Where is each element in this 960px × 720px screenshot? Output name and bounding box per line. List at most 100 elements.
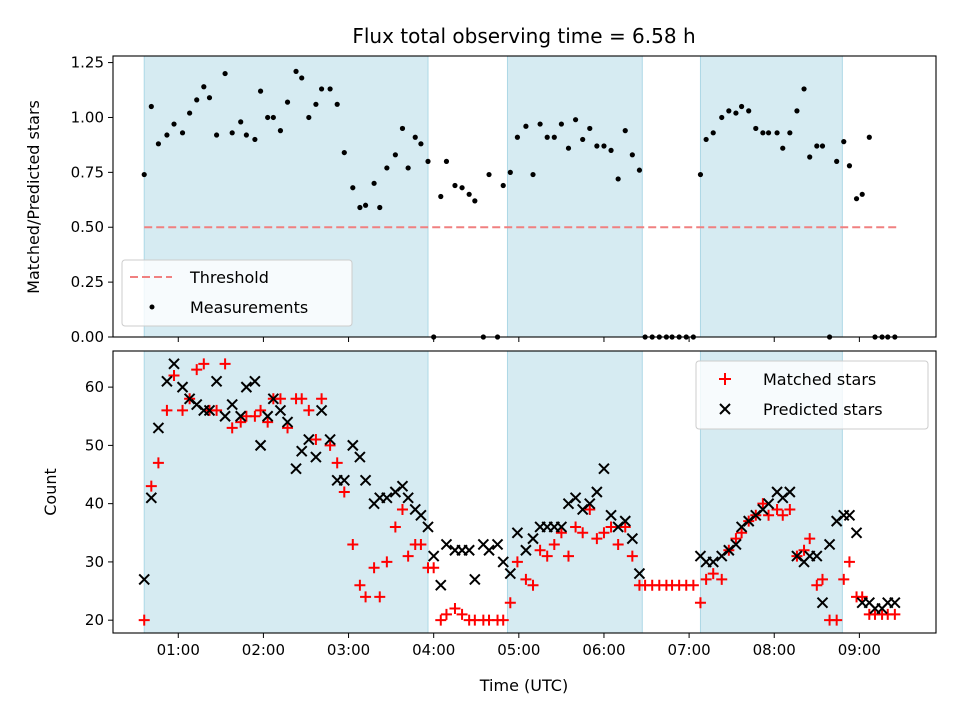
measurement-point [155,141,162,147]
measurement-point [238,119,244,125]
matched-star-marker [534,544,546,556]
matched-star-marker [168,369,180,381]
matched-star-marker [700,573,712,585]
x-tick-label: 03:00 [327,641,370,659]
matched-star-marker [226,422,238,434]
bottom-y-axis-label: Count [41,468,60,516]
bottom-panel-axes: 20 30 40 50 60 01:00 02:00 03:00 04:00 05:00 06:00… [85,350,937,659]
measurement-point [765,130,772,136]
observing-window [507,56,643,337]
measurement-point [629,152,635,158]
matched-star-marker [449,603,461,615]
measurement-point [622,128,628,134]
predicted-star-marker [176,381,189,393]
measurement-point [293,68,299,74]
measurement-point [636,167,643,173]
measurement-point [459,185,465,191]
measurement-point [719,114,725,121]
measurement-point [615,176,621,182]
x-axis-label: Time (UTC) [479,676,568,695]
matched-star-marker [838,573,850,585]
legend-matched-swatch [719,373,731,385]
predicted-star-marker [633,567,646,580]
matched-star-marker [338,486,350,498]
matched-star-marker [235,416,247,428]
measurement-point [472,198,478,204]
predicted-star-marker [381,492,393,504]
matched-star-marker [843,556,855,568]
predicted-star-marker [396,480,409,492]
legend-predicted-swatch [719,403,731,415]
matched-star-marker [347,538,359,550]
matched-star-marker [612,538,624,550]
matched-star-marker [249,410,261,422]
measurement-point [284,99,291,105]
y-tick-label: 20 [85,611,104,629]
predicted-star-marker [850,527,863,539]
predicted-star-marker [823,538,836,551]
measurement-point [846,163,853,169]
matched-star-marker [435,614,447,626]
x-tick-label: 08:00 [753,641,796,659]
predicted-star-marker [504,567,517,580]
measurement-point [362,202,369,208]
matched-star-marker [152,457,164,469]
bottom-legend: Matched stars Predicted stars [695,360,929,430]
measurement-point [537,121,543,127]
measurement-point [201,84,207,90]
matched-star-marker [331,457,343,469]
bottom-panel-markers [138,358,901,626]
matched-star-marker [211,404,223,416]
predicted-star-marker [226,398,238,411]
matched-star-marker [784,503,796,515]
predicted-star-marker [267,393,280,405]
matched-star-marker [570,521,582,533]
predicted-star-marker [422,521,434,533]
matched-star-marker [707,568,719,580]
predicted-star-marker [168,358,180,370]
matched-star-marker [324,439,336,451]
y-tick-label: 0.00 [71,328,104,346]
top-legend-frame [121,259,353,327]
predicted-star-marker [483,544,495,556]
measurement-point [318,86,325,92]
predicted-star-marker [584,497,596,510]
predicted-star-marker [619,515,631,527]
measurement-point [148,103,154,110]
matched-star-marker [396,503,408,515]
matched-star-marker [757,498,769,510]
predicted-star-marker [811,550,823,562]
matched-star-marker [310,434,322,446]
measurement-point [601,143,607,149]
top-chart-title: Flux total observing time = 6.58 h [352,24,695,48]
matched-star-marker [504,597,516,609]
measurement-point [787,130,793,136]
matched-star-marker [402,550,414,562]
measurement-point [466,191,472,197]
predicted-star-marker [415,509,427,522]
x-tick-label: 05:00 [497,641,540,659]
measurement-point [866,134,872,140]
measurement-point [807,154,813,160]
predicted-star-marker [324,433,336,446]
measurement-point [841,139,847,145]
observing-window [507,351,643,633]
predicted-star-marker [427,550,440,562]
measurement-point [608,147,614,153]
measurement-point [334,101,340,107]
matched-star-marker [161,404,173,416]
measurement-point [774,130,780,136]
predicted-star-marker [161,375,173,388]
measurement-point [243,132,249,138]
measurement-point [425,158,431,164]
measurement-point [710,130,716,136]
matched-star-marker [889,608,901,620]
matched-star-marker [138,614,150,626]
measurement-point [530,171,536,178]
measurement-point [703,136,709,143]
measurement-point [222,70,228,77]
predicted-star-marker [569,492,582,504]
legend-measurements-label: Measurements [190,298,308,317]
matched-star-marker [520,573,532,585]
predicted-star-marker [762,497,775,510]
